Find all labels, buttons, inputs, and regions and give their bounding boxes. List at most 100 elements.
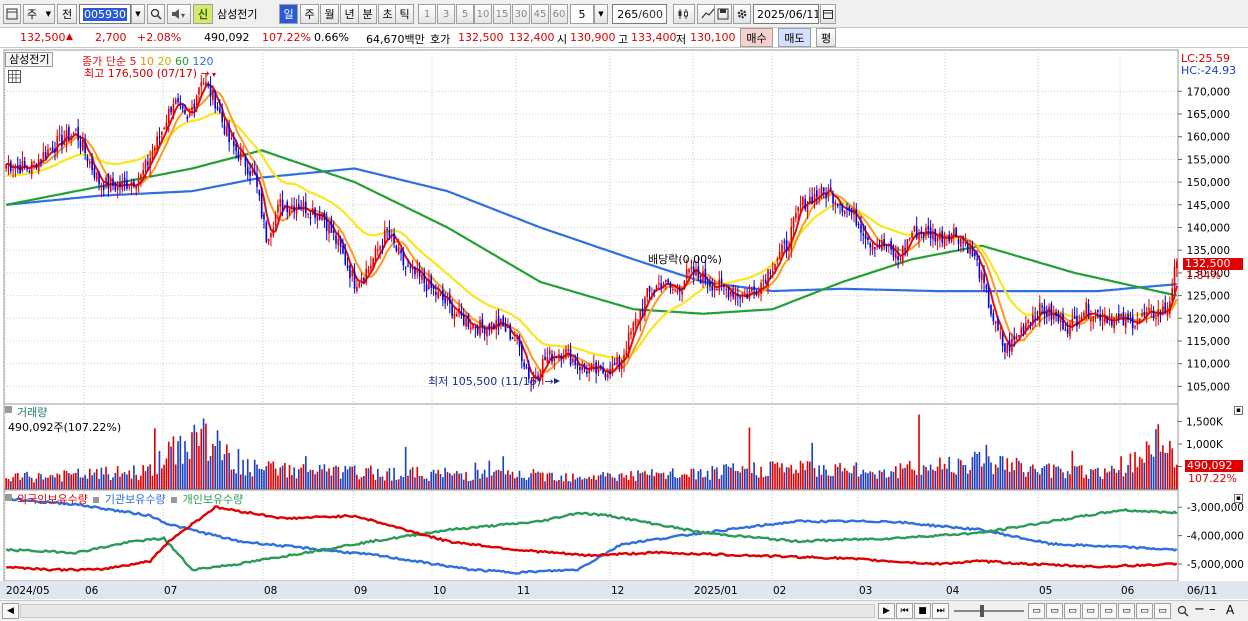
panel-handle-icon[interactable] [5, 494, 12, 501]
candle-body [68, 127, 70, 142]
date-input[interactable]: 2025/06/11 [753, 4, 819, 24]
buy-button[interactable]: 매수 [740, 28, 773, 47]
zoom-slider[interactable] [954, 610, 1024, 612]
volume-bar [63, 470, 66, 489]
tool-icon-4[interactable]: ▭ [1082, 603, 1099, 619]
window-menu-icon[interactable] [3, 4, 21, 24]
avg-button[interactable]: 평 [816, 28, 836, 47]
new-badge[interactable]: 신 [193, 4, 213, 24]
scroll-track[interactable] [20, 604, 875, 618]
volume-bar [602, 471, 604, 489]
market-select[interactable]: 주 ▼ [23, 4, 55, 24]
volume-bar [228, 452, 230, 489]
volume-bar [493, 471, 495, 489]
first-page-icon[interactable]: ⏮ [896, 603, 913, 619]
x-axis-band [0, 581, 1248, 599]
tool-icon-6[interactable]: ▭ [1118, 603, 1135, 619]
zoom-slider-thumb[interactable] [980, 605, 984, 617]
interval-45[interactable]: 45 [531, 4, 549, 24]
panel-handle-icon[interactable] [5, 406, 12, 413]
volume-bar [1176, 464, 1178, 489]
tool-icon-8[interactable]: ▭ [1154, 603, 1171, 619]
candle-body [620, 359, 623, 369]
volume-bar [467, 480, 470, 489]
sell-button[interactable]: 매도 [778, 28, 811, 47]
candle-body [316, 213, 319, 221]
interval-15[interactable]: 15 [493, 4, 511, 24]
candle-body [599, 365, 602, 368]
volume-bar [1171, 448, 1174, 489]
volume-bar [1122, 476, 1125, 489]
volume-bar [623, 477, 625, 489]
volume-bar [750, 472, 753, 489]
period-3[interactable]: 년 [340, 4, 359, 24]
period-4[interactable]: 분 [358, 4, 377, 24]
candle-body [1117, 313, 1120, 318]
period-6[interactable]: 틱 [395, 4, 414, 24]
code-dropdown-button[interactable]: ▼ [131, 4, 145, 24]
volume-bar [128, 470, 131, 489]
volume-bar [620, 473, 623, 489]
sound-button[interactable]: ▾ [167, 4, 191, 24]
count-input[interactable]: 265/600 [612, 4, 667, 24]
stock-code-input[interactable]: 005930 [79, 4, 131, 24]
scroll-left-icon[interactable]: ◀ [2, 603, 19, 619]
interval-5[interactable]: 5 [456, 4, 474, 24]
period-2[interactable]: 월 [320, 4, 339, 24]
interval-60[interactable]: 60 [550, 4, 568, 24]
volume-bar [102, 474, 105, 489]
font-size-icon[interactable]: A [1226, 603, 1235, 617]
volume-bar [523, 477, 525, 489]
type-button[interactable]: 전 [57, 4, 77, 24]
candle-body [1169, 301, 1171, 315]
volume-bar [599, 474, 602, 489]
x-axis-label: 02 [773, 585, 786, 597]
volume-bar [1008, 471, 1011, 489]
scroll-right-icon[interactable]: ▶ [878, 603, 895, 619]
zoom-icon[interactable] [1176, 603, 1190, 619]
tool-icon-2[interactable]: ▭ [1046, 603, 1063, 619]
interval-10[interactable]: 10 [474, 4, 492, 24]
last-page-icon[interactable]: ⏭ [932, 603, 949, 619]
calendar-button[interactable] [820, 4, 836, 24]
volume-bar [709, 479, 711, 489]
candle-body [936, 236, 939, 242]
tool-icon-3[interactable]: ▭ [1064, 603, 1081, 619]
volume-bar [925, 466, 927, 489]
interval-select[interactable]: 5 [570, 4, 594, 24]
period-0[interactable]: 일 [279, 4, 298, 24]
candle-body [1104, 316, 1106, 323]
tool-icon-1[interactable]: ▭ [1028, 603, 1045, 619]
holding-tick-label: -4,000,000 [1187, 531, 1244, 543]
high-marker-icon [212, 73, 216, 77]
minus-icon[interactable]: − [1194, 602, 1205, 617]
volume-bar [788, 467, 790, 489]
chart-type-button[interactable] [673, 4, 695, 24]
stock-chart[interactable]: 170,000 165,000 160,000 155,000 150,000 145,0… [0, 48, 1248, 600]
volume-bar [1080, 465, 1083, 489]
dash-icon[interactable]: – [1209, 602, 1216, 617]
interval-3[interactable]: 3 [437, 4, 455, 24]
tool-icon-7[interactable]: ▭ [1136, 603, 1153, 619]
stock-tag[interactable]: 삼성전기 [5, 52, 54, 67]
interval-30[interactable]: 30 [512, 4, 530, 24]
interval-1[interactable]: 1 [418, 4, 436, 24]
volume-bar [481, 473, 484, 489]
search-button[interactable] [147, 4, 165, 24]
save-button[interactable] [714, 4, 732, 24]
candle-body [1020, 327, 1023, 334]
close-icon[interactable]: ▪ [1234, 494, 1243, 503]
volume-bar [302, 464, 305, 489]
candle-body [980, 272, 983, 280]
tool-icon-5[interactable]: ▭ [1100, 603, 1117, 619]
candle-body [1152, 310, 1155, 319]
interval-dropdown-button[interactable]: ▼ [594, 4, 608, 24]
lc-label: LC:25.59 [1181, 52, 1231, 65]
table-icon[interactable] [8, 70, 21, 83]
x-axis-label: 03 [859, 585, 872, 597]
stop-icon[interactable]: ■ [914, 603, 931, 619]
settings-button[interactable] [733, 4, 751, 24]
candle-body [311, 208, 314, 215]
close-icon[interactable]: ▪ [1234, 406, 1243, 415]
period-1[interactable]: 주 [300, 4, 319, 24]
